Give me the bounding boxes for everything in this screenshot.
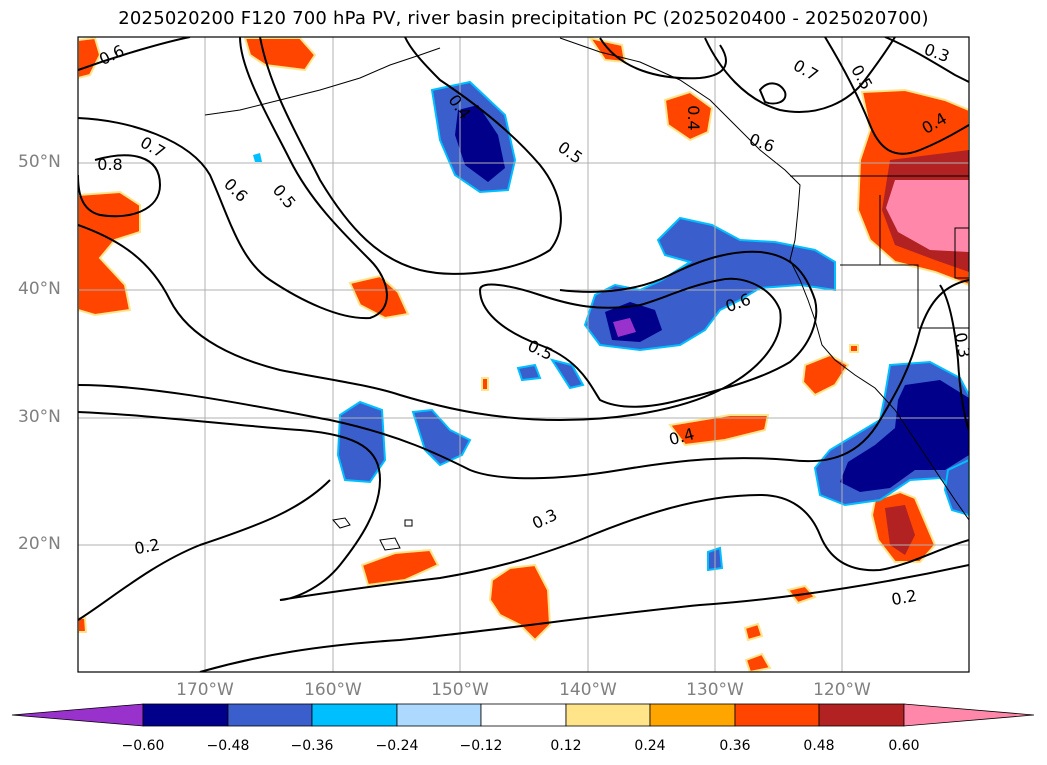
- pv-contour: [78, 37, 191, 71]
- anomaly-area: [488, 563, 552, 642]
- colorbar-tick-label: −0.12: [459, 738, 503, 754]
- anomaly-area: [549, 358, 585, 390]
- anomaly-area: [78, 190, 141, 317]
- pv-contour: [824, 37, 969, 155]
- colorbar-tick-label: −0.48: [206, 738, 250, 754]
- plot-title: 2025020200 F120 700 hPa PV, river basin …: [118, 8, 929, 29]
- colorbar-tick-label: 0.48: [803, 738, 835, 754]
- anomaly-area: [336, 400, 387, 484]
- anomaly-area: [253, 153, 262, 162]
- colorbar-segment: [480, 703, 567, 727]
- anomaly-area: [744, 652, 772, 672]
- lat-label: 20°N: [18, 534, 61, 554]
- pv-contour: [704, 37, 896, 113]
- anomaly-area: [743, 622, 764, 642]
- pv-contour: [599, 37, 727, 80]
- contour-label: 0.4: [684, 105, 703, 130]
- anomaly-area: [348, 274, 410, 320]
- colorbar-tick-label: −0.60: [121, 738, 165, 754]
- anomaly-area: [886, 180, 969, 252]
- colorbar-segment: [734, 703, 820, 727]
- pv-contour: [78, 479, 331, 621]
- lon-label: 130°W: [686, 680, 744, 700]
- colorbar-segment: [818, 703, 905, 727]
- colorbar-extend-max: [903, 703, 1035, 727]
- anomaly-area: [849, 344, 859, 353]
- anomaly-area: [943, 458, 969, 517]
- colorbar-segment: [227, 703, 313, 727]
- pv-contour: [884, 37, 969, 83]
- anomaly-area: [663, 90, 714, 142]
- colorbar-tick-label: −0.36: [290, 738, 334, 754]
- pv-contour: [939, 284, 969, 431]
- anomaly-area: [516, 363, 542, 382]
- pv-contour: [78, 279, 969, 480]
- anomaly-area: [840, 380, 969, 492]
- lat-label: 40°N: [18, 279, 61, 299]
- pv-contours: [78, 37, 969, 672]
- colorbar-extend-min: [11, 703, 144, 727]
- lat-label: 50°N: [18, 152, 61, 172]
- coastlines: [204, 37, 969, 551]
- colorbar-segment: [311, 703, 398, 727]
- contour-label: 0.2: [133, 535, 161, 558]
- contour-label: 0.2: [890, 586, 918, 609]
- lon-label: 150°W: [431, 680, 489, 700]
- lon-label: 120°W: [813, 680, 871, 700]
- pv-contour: [78, 37, 388, 320]
- lon-label: 140°W: [559, 680, 617, 700]
- colorbar-tick-label: 0.24: [634, 738, 666, 754]
- colorbar-segment: [649, 703, 736, 727]
- anomaly-area: [885, 505, 915, 555]
- contour-label: 0.3: [951, 331, 974, 359]
- anomaly-area: [801, 353, 850, 397]
- anomaly-area: [360, 548, 440, 587]
- graticule: [78, 37, 969, 672]
- colorbar-tick-label: 0.12: [550, 738, 582, 754]
- pv-contour: [78, 154, 162, 218]
- colorbar-tick-label: 0.36: [719, 738, 751, 754]
- anomaly-area: [613, 318, 636, 337]
- anomaly-area: [668, 414, 770, 447]
- pv-contour: [78, 224, 818, 422]
- colorbar-segment: [142, 703, 229, 727]
- map-frame: [77, 36, 970, 673]
- anomaly-area: [411, 408, 472, 467]
- pv-contour: [78, 411, 969, 601]
- pv-contour: [199, 564, 969, 672]
- colorbar-segment: [565, 703, 651, 727]
- pv-contour: [758, 82, 787, 105]
- colorbar-tick-label: −0.24: [375, 738, 419, 754]
- lat-label: 30°N: [18, 407, 61, 427]
- anomaly-area: [481, 377, 489, 391]
- colorbar-segment: [396, 703, 482, 727]
- colorbar: [11, 703, 1035, 727]
- colorbar-tick-label: 0.60: [888, 738, 920, 754]
- pv-contour: [259, 37, 562, 275]
- contour-label: 0.8: [97, 155, 122, 174]
- negative-anomaly-areas: [253, 80, 969, 572]
- lon-label: 170°W: [176, 680, 234, 700]
- lon-label: 160°W: [304, 680, 362, 700]
